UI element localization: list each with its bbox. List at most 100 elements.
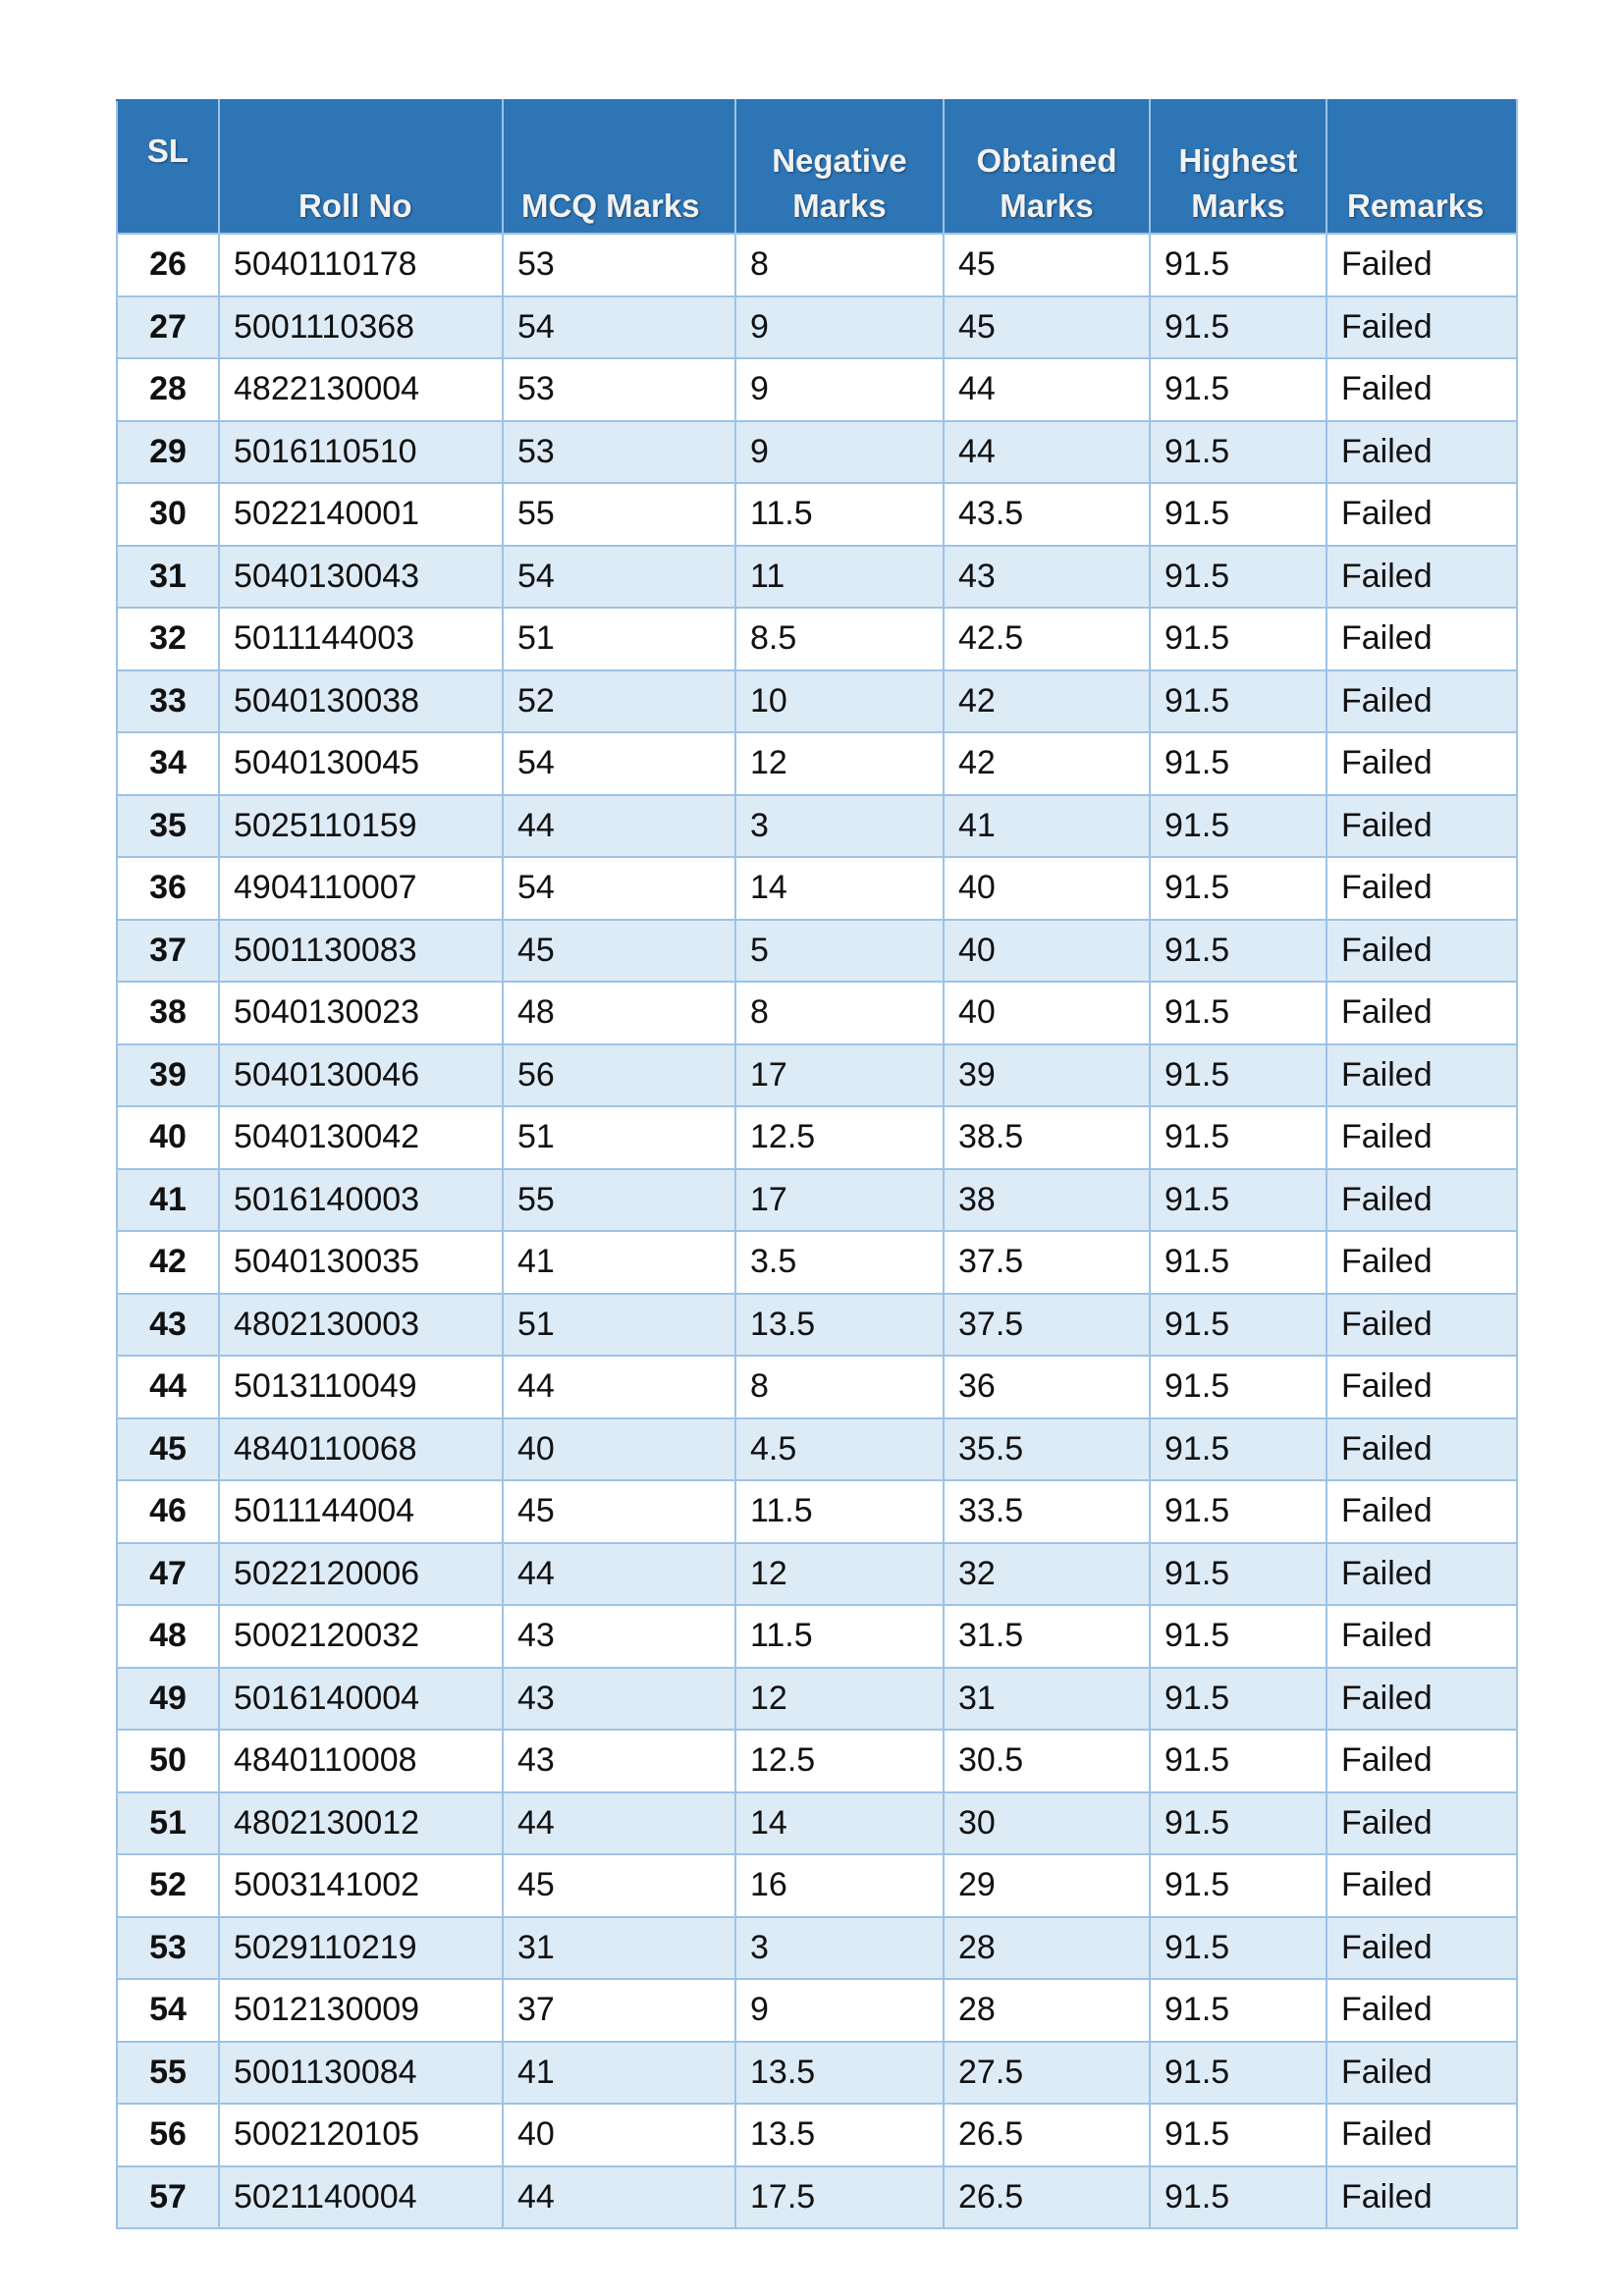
cell-highest-marks: 91.5	[1149, 981, 1327, 1045]
cell-negative-marks: 16	[734, 1853, 945, 1918]
cell-highest-marks: 91.5	[1149, 2164, 1327, 2229]
table-row: 55 5001130084 41 13.5 27.5 91.5 Failed	[116, 2040, 1518, 2105]
cell-mcq-marks: 45	[502, 918, 736, 983]
cell-remarks: Failed	[1326, 1355, 1518, 1419]
cell-mcq-marks: 44	[502, 2164, 736, 2229]
table-row: 44 5013110049 44 8 36 91.5 Failed	[116, 1355, 1518, 1419]
cell-sl: 34	[116, 731, 220, 796]
cell-roll-no: 5002120032	[218, 1604, 504, 1669]
cell-sl: 36	[116, 856, 220, 921]
cell-remarks: Failed	[1326, 731, 1518, 796]
cell-remarks: Failed	[1326, 482, 1518, 547]
cell-remarks: Failed	[1326, 1915, 1518, 1980]
cell-roll-no: 5011144004	[218, 1479, 504, 1544]
cell-mcq-marks: 40	[502, 2103, 736, 2167]
cell-remarks: Failed	[1326, 1666, 1518, 1731]
table-row: 32 5011144003 51 8.5 42.5 91.5 Failed	[116, 607, 1518, 671]
header-line: Marks	[1191, 187, 1285, 224]
cell-obtained-marks: 42	[943, 731, 1151, 796]
cell-remarks: Failed	[1326, 1416, 1518, 1481]
cell-sl: 37	[116, 918, 220, 983]
cell-roll-no: 5003141002	[218, 1853, 504, 1918]
cell-negative-marks: 14	[734, 1790, 945, 1855]
table-row: 36 4904110007 54 14 40 91.5 Failed	[116, 856, 1518, 921]
cell-highest-marks: 91.5	[1149, 544, 1327, 609]
cell-remarks: Failed	[1326, 856, 1518, 921]
cell-obtained-marks: 31.5	[943, 1604, 1151, 1669]
cell-mcq-marks: 51	[502, 1292, 736, 1357]
cell-negative-marks: 11	[734, 544, 945, 609]
cell-remarks: Failed	[1326, 294, 1518, 359]
cell-obtained-marks: 27.5	[943, 2040, 1151, 2105]
cell-remarks: Failed	[1326, 2040, 1518, 2105]
cell-remarks: Failed	[1326, 1042, 1518, 1107]
cell-mcq-marks: 45	[502, 1853, 736, 1918]
cell-sl: 53	[116, 1915, 220, 1980]
cell-negative-marks: 17.5	[734, 2164, 945, 2229]
cell-negative-marks: 14	[734, 856, 945, 921]
cell-negative-marks: 8	[734, 981, 945, 1045]
cell-roll-no: 5016140003	[218, 1167, 504, 1232]
cell-mcq-marks: 54	[502, 544, 736, 609]
cell-highest-marks: 91.5	[1149, 1853, 1327, 1918]
header-remarks: Remarks	[1326, 99, 1518, 235]
cell-sl: 54	[116, 1978, 220, 2043]
cell-negative-marks: 17	[734, 1167, 945, 1232]
cell-sl: 47	[116, 1541, 220, 1606]
table-body: 26 5040110178 53 8 45 91.5 Failed 27 5001110368 5…	[116, 233, 1518, 2229]
cell-mcq-marks: 53	[502, 357, 736, 422]
cell-mcq-marks: 51	[502, 607, 736, 671]
cell-sl: 35	[116, 793, 220, 858]
cell-roll-no: 5001130084	[218, 2040, 504, 2105]
cell-highest-marks: 91.5	[1149, 357, 1327, 422]
cell-obtained-marks: 40	[943, 918, 1151, 983]
cell-highest-marks: 91.5	[1149, 419, 1327, 484]
cell-mcq-marks: 55	[502, 482, 736, 547]
cell-obtained-marks: 45	[943, 233, 1151, 297]
cell-remarks: Failed	[1326, 1541, 1518, 1606]
header-line: Obtained	[976, 142, 1117, 179]
cell-highest-marks: 91.5	[1149, 1915, 1327, 1980]
cell-mcq-marks: 52	[502, 668, 736, 733]
cell-mcq-marks: 54	[502, 856, 736, 921]
cell-remarks: Failed	[1326, 1729, 1518, 1793]
cell-mcq-marks: 43	[502, 1729, 736, 1793]
cell-obtained-marks: 37.5	[943, 1292, 1151, 1357]
cell-negative-marks: 3	[734, 1915, 945, 1980]
cell-obtained-marks: 39	[943, 1042, 1151, 1107]
cell-highest-marks: 91.5	[1149, 1230, 1327, 1295]
table-row: 29 5016110510 53 9 44 91.5 Failed	[116, 419, 1518, 484]
cell-highest-marks: 91.5	[1149, 482, 1327, 547]
cell-highest-marks: 91.5	[1149, 1790, 1327, 1855]
cell-sl: 32	[116, 607, 220, 671]
cell-roll-no: 5001110368	[218, 294, 504, 359]
cell-mcq-marks: 31	[502, 1915, 736, 1980]
cell-obtained-marks: 29	[943, 1853, 1151, 1918]
cell-remarks: Failed	[1326, 918, 1518, 983]
cell-obtained-marks: 45	[943, 294, 1151, 359]
cell-sl: 28	[116, 357, 220, 422]
cell-negative-marks: 8	[734, 233, 945, 297]
table-row: 31 5040130043 54 11 43 91.5 Failed	[116, 544, 1518, 609]
table-row: 43 4802130003 51 13.5 37.5 91.5 Failed	[116, 1292, 1518, 1357]
table-row: 33 5040130038 52 10 42 91.5 Failed	[116, 668, 1518, 733]
cell-mcq-marks: 53	[502, 419, 736, 484]
table-row: 50 4840110008 43 12.5 30.5 91.5 Failed	[116, 1729, 1518, 1793]
cell-mcq-marks: 44	[502, 1355, 736, 1419]
cell-sl: 40	[116, 1105, 220, 1170]
cell-sl: 46	[116, 1479, 220, 1544]
table-row: 47 5022120006 44 12 32 91.5 Failed	[116, 1541, 1518, 1606]
cell-sl: 39	[116, 1042, 220, 1107]
cell-negative-marks: 9	[734, 1978, 945, 2043]
table-row: 46 5011144004 45 11.5 33.5 91.5 Failed	[116, 1479, 1518, 1544]
cell-obtained-marks: 36	[943, 1355, 1151, 1419]
cell-highest-marks: 91.5	[1149, 1355, 1327, 1419]
cell-obtained-marks: 44	[943, 419, 1151, 484]
cell-roll-no: 5011144003	[218, 607, 504, 671]
cell-roll-no: 4840110068	[218, 1416, 504, 1481]
cell-mcq-marks: 43	[502, 1666, 736, 1731]
cell-obtained-marks: 41	[943, 793, 1151, 858]
cell-roll-no: 5040130045	[218, 731, 504, 796]
cell-negative-marks: 13.5	[734, 1292, 945, 1357]
cell-highest-marks: 91.5	[1149, 793, 1327, 858]
